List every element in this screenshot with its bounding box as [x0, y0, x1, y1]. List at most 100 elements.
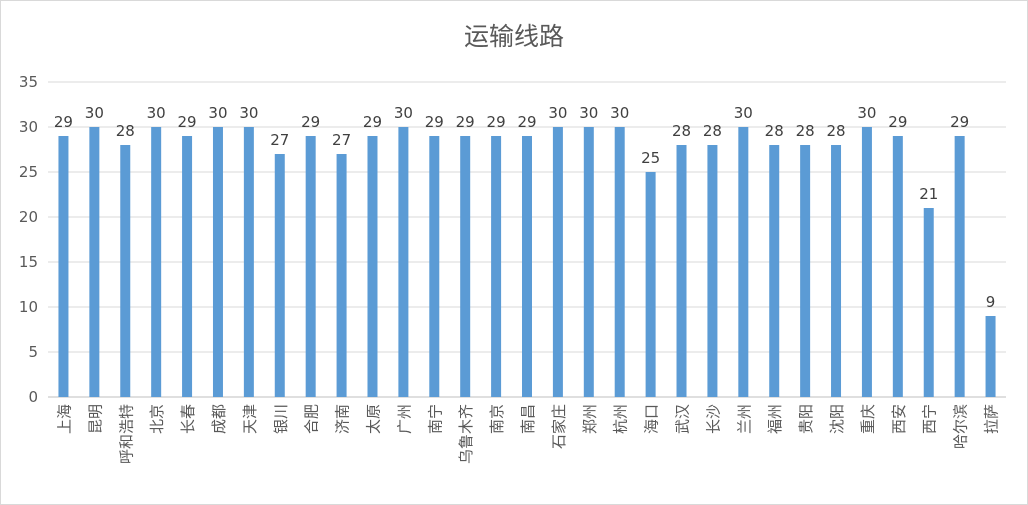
- data-label: 28: [672, 122, 691, 140]
- data-label: 29: [363, 113, 382, 131]
- data-label: 28: [703, 122, 722, 140]
- x-tick-label: 南京: [488, 404, 506, 434]
- bar: [985, 316, 996, 397]
- bar: [243, 127, 254, 397]
- x-tick-label: 武汉: [674, 404, 692, 434]
- x-tick-label: 哈尔滨: [952, 404, 970, 449]
- chart-title: 运输线路: [463, 22, 564, 51]
- bar: [769, 145, 780, 397]
- data-label: 30: [394, 104, 413, 122]
- data-label: 29: [456, 113, 475, 131]
- data-label: 30: [239, 104, 258, 122]
- data-label: 30: [857, 104, 876, 122]
- x-tick-label: 乌鲁木齐: [457, 404, 475, 464]
- bar: [460, 136, 471, 397]
- data-label: 9: [986, 293, 996, 311]
- bar: [305, 136, 316, 397]
- bar: [151, 127, 162, 397]
- x-tick-label: 西安: [890, 404, 908, 434]
- x-tick-label: 天津: [241, 404, 259, 434]
- x-tick-label: 上海: [55, 404, 73, 434]
- bar: [831, 145, 842, 397]
- data-label: 29: [888, 113, 907, 131]
- bar: [367, 136, 378, 397]
- data-label: 29: [425, 113, 444, 131]
- x-tick-label: 西宁: [921, 404, 939, 434]
- data-label: 27: [270, 131, 289, 149]
- bar: [429, 136, 440, 397]
- bar: [491, 136, 502, 397]
- data-label: 29: [950, 113, 969, 131]
- bar: [676, 145, 687, 397]
- x-tick-label: 海口: [643, 404, 661, 434]
- data-label: 28: [765, 122, 784, 140]
- data-label: 30: [147, 104, 166, 122]
- data-label: 28: [826, 122, 845, 140]
- data-label: 25: [641, 149, 660, 167]
- bar: [182, 136, 193, 397]
- bar: [923, 208, 934, 397]
- x-tick-label: 太原: [364, 404, 382, 434]
- bar: [738, 127, 749, 397]
- y-tick-label: 20: [19, 208, 38, 226]
- y-tick-label: 5: [28, 343, 38, 361]
- data-label: 29: [517, 113, 536, 131]
- data-label: 27: [332, 131, 351, 149]
- x-tick-label: 长沙: [704, 404, 722, 434]
- x-tick-label: 合肥: [303, 404, 321, 434]
- x-tick-label: 兰州: [735, 404, 753, 434]
- bar: [89, 127, 100, 397]
- bar: [800, 145, 811, 397]
- x-tick-label: 呼和浩特: [117, 404, 135, 464]
- bar: [861, 127, 872, 397]
- data-label: 30: [734, 104, 753, 122]
- data-label: 29: [54, 113, 73, 131]
- x-tick-label: 拉萨: [983, 404, 1001, 434]
- bar: [552, 127, 563, 397]
- y-tick-label: 15: [19, 253, 38, 271]
- bar: [583, 127, 594, 397]
- x-tick-label: 北京: [148, 404, 166, 434]
- y-tick-label: 10: [19, 298, 38, 316]
- x-tick-label: 济南: [334, 404, 352, 434]
- x-tick-label: 福州: [766, 404, 784, 434]
- bar: [336, 154, 347, 397]
- x-tick-label: 广州: [395, 404, 413, 434]
- bar: [212, 127, 223, 397]
- x-tick-label: 杭州: [612, 404, 630, 434]
- bar: [645, 172, 656, 397]
- data-label: 29: [487, 113, 506, 131]
- bar: [707, 145, 718, 397]
- data-label: 29: [178, 113, 197, 131]
- x-tick-label: 石家庄: [550, 404, 568, 449]
- bar: [954, 136, 965, 397]
- bar: [522, 136, 532, 397]
- x-tick-label: 沈阳: [828, 404, 846, 434]
- data-label: 30: [579, 104, 598, 122]
- bar: [58, 136, 69, 397]
- data-label: 30: [548, 104, 567, 122]
- bar: [614, 127, 625, 397]
- x-tick-label: 昆明: [86, 404, 104, 434]
- data-label: 28: [116, 122, 135, 140]
- data-label: 21: [919, 185, 938, 203]
- x-tick-label: 成都: [210, 404, 228, 434]
- x-tick-label: 南宁: [426, 404, 444, 434]
- x-tick-label: 长春: [179, 404, 197, 434]
- y-tick-label: 25: [19, 163, 38, 181]
- y-tick-label: 35: [19, 73, 38, 91]
- data-label: 29: [301, 113, 320, 131]
- data-label: 30: [85, 104, 104, 122]
- x-tick-label: 郑州: [581, 404, 599, 434]
- x-tick-label: 银川: [272, 404, 290, 434]
- data-label: 28: [796, 122, 815, 140]
- bar: [398, 127, 409, 397]
- x-tick-label: 贵阳: [797, 404, 815, 434]
- bar: [120, 145, 131, 397]
- y-tick-label: 0: [28, 388, 38, 406]
- data-label: 30: [610, 104, 629, 122]
- x-tick-label: 南昌: [519, 404, 537, 434]
- x-tick-label: 重庆: [859, 404, 877, 434]
